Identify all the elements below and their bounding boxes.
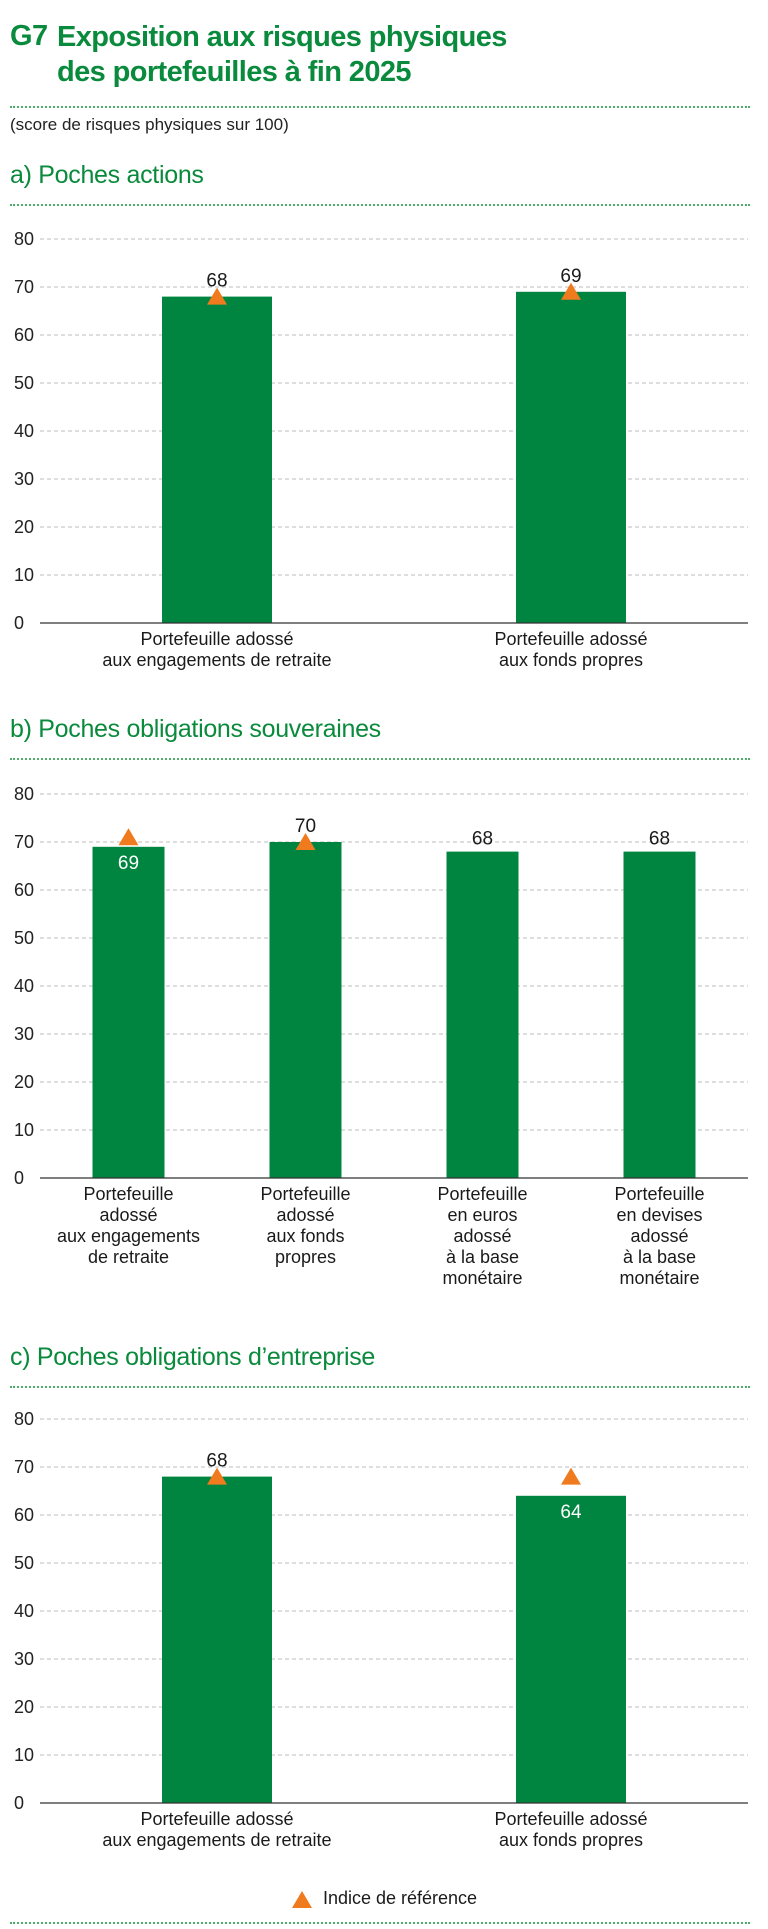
- y-tick-label: 0: [14, 613, 24, 633]
- divider: [10, 1922, 750, 1924]
- x-tick-label: adossé: [453, 1226, 511, 1246]
- value-label: 68: [206, 1451, 227, 1472]
- x-tick-label: Portefeuille: [260, 1184, 350, 1204]
- x-tick-label: adossé: [630, 1226, 688, 1246]
- y-tick-label: 30: [14, 469, 34, 489]
- y-tick-label: 70: [14, 277, 34, 297]
- bar: [516, 291, 626, 623]
- y-tick-label: 60: [14, 1505, 34, 1525]
- y-tick-label: 10: [14, 1745, 34, 1765]
- x-tick-label: aux fonds propres: [499, 1830, 643, 1850]
- divider: [10, 106, 750, 108]
- y-tick-label: 50: [14, 373, 34, 393]
- x-tick-label: à la base: [446, 1247, 519, 1267]
- bar: [269, 842, 342, 1178]
- x-tick-label: Portefeuille: [614, 1184, 704, 1204]
- x-tick-label: en devises: [616, 1205, 702, 1225]
- y-tick-label: 40: [14, 1601, 34, 1621]
- value-label: 68: [649, 829, 670, 850]
- panel-a-title: a) Poches actions: [10, 161, 204, 189]
- bar: [162, 296, 272, 623]
- y-tick-label: 70: [14, 1457, 34, 1477]
- y-tick-label: 70: [14, 832, 34, 852]
- legend-label: Indice de référence: [322, 1888, 478, 1908]
- reference-index-marker: [295, 833, 316, 850]
- y-tick-label: 80: [14, 784, 34, 804]
- x-tick-label: monétaire: [619, 1268, 699, 1288]
- y-tick-label: 50: [14, 1553, 34, 1573]
- y-tick-label: 10: [14, 565, 34, 585]
- panel-c-title: c) Poches obligations d’entreprise: [10, 1343, 376, 1371]
- x-tick-label: Portefeuille adossé: [140, 629, 293, 649]
- value-label: 69: [560, 266, 581, 287]
- value-label: 68: [206, 271, 227, 292]
- value-label: 68: [472, 829, 493, 850]
- divider: [10, 758, 750, 760]
- value-label: 69: [118, 853, 139, 874]
- y-tick-label: 30: [14, 1649, 34, 1669]
- y-tick-label: 0: [14, 1168, 24, 1188]
- x-tick-label: Portefeuille: [437, 1184, 527, 1204]
- y-tick-label: 80: [14, 229, 34, 249]
- y-tick-label: 20: [14, 1697, 34, 1717]
- y-tick-label: 40: [14, 976, 34, 996]
- figure-title: Exposition aux risques physiques des por…: [57, 20, 657, 90]
- chart-panel-b: 0102030405060708069Portefeuilleadosséaux…: [14, 784, 748, 1288]
- reference-index-marker: [207, 1467, 227, 1485]
- y-tick-label: 20: [14, 1072, 34, 1092]
- y-tick-label: 30: [14, 1024, 34, 1044]
- x-tick-label: adossé: [276, 1205, 334, 1225]
- x-tick-label: aux engagements: [57, 1226, 200, 1246]
- figure-subtitle: (score de risques physiques sur 100): [10, 115, 289, 134]
- x-tick-label: aux engagements de retraite: [102, 1830, 331, 1850]
- reference-index-marker: [561, 1467, 581, 1485]
- x-tick-label: monétaire: [442, 1268, 522, 1288]
- x-tick-label: Portefeuille adossé: [494, 1809, 647, 1829]
- bar: [446, 851, 519, 1178]
- legend: Indice de référence: [0, 1888, 768, 1914]
- panel-b-title: b) Poches obligations souveraines: [10, 715, 381, 743]
- reference-index-marker: [118, 828, 139, 846]
- y-tick-label: 20: [14, 517, 34, 537]
- bar: [162, 1476, 272, 1803]
- y-tick-label: 50: [14, 928, 34, 948]
- x-tick-label: adossé: [99, 1205, 157, 1225]
- y-tick-label: 10: [14, 1120, 34, 1140]
- reference-index-marker: [561, 282, 581, 300]
- value-label: 70: [295, 816, 316, 837]
- reference-marker-icon: [291, 1890, 312, 1908]
- divider: [10, 204, 750, 206]
- bar: [92, 846, 165, 1178]
- x-tick-label: aux engagements de retraite: [102, 650, 331, 670]
- value-label: 64: [560, 1502, 582, 1523]
- x-tick-label: aux fonds: [266, 1226, 344, 1246]
- figure-code: G7: [10, 20, 48, 52]
- x-tick-label: aux fonds propres: [499, 650, 643, 670]
- x-tick-label: à la base: [623, 1247, 696, 1267]
- y-tick-label: 80: [14, 1409, 34, 1429]
- x-tick-label: de retraite: [88, 1247, 169, 1267]
- x-tick-label: Portefeuille: [83, 1184, 173, 1204]
- y-tick-label: 0: [14, 1793, 24, 1813]
- x-tick-label: Portefeuille adossé: [494, 629, 647, 649]
- x-tick-label: en euros: [447, 1205, 517, 1225]
- y-tick-label: 60: [14, 325, 34, 345]
- bar: [623, 851, 696, 1178]
- x-tick-label: propres: [275, 1247, 336, 1267]
- figure-title-line-1: Exposition aux risques physiques: [57, 21, 507, 53]
- bar: [516, 1495, 626, 1803]
- y-tick-label: 40: [14, 421, 34, 441]
- figure-title-line-2: des portefeuilles à fin 2025: [57, 56, 412, 88]
- divider: [10, 1386, 750, 1388]
- reference-index-marker: [207, 287, 227, 305]
- x-tick-label: Portefeuille adossé: [140, 1809, 293, 1829]
- y-tick-label: 60: [14, 880, 34, 900]
